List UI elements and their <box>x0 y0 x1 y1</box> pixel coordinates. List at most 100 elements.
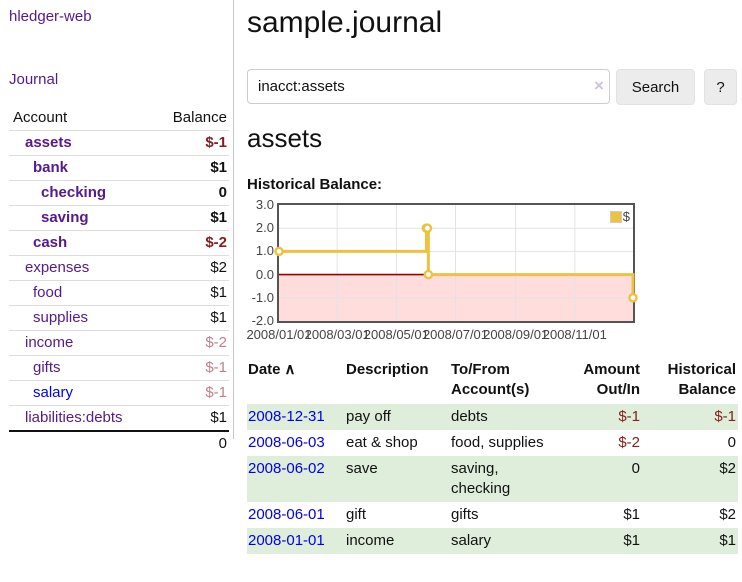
data-point[interactable] <box>628 293 638 303</box>
legend-swatch-icon <box>609 210 622 223</box>
x-axis-tick-label: 2008/11/01 <box>542 327 607 342</box>
transaction-description: gift <box>346 506 367 523</box>
y-axis-tick-label: -2.0 <box>251 313 274 328</box>
accounts-total-value: 0 <box>152 430 229 456</box>
account-balance: 0 <box>152 180 229 206</box>
transaction-date-cell: 2008-06-03 <box>247 430 345 456</box>
transaction-accounts: debts <box>450 404 562 430</box>
account-name-cell: income <box>9 330 153 356</box>
register-col-description: Description <box>346 361 429 378</box>
transaction-description: save <box>345 456 450 502</box>
account-balance: $1 <box>152 405 229 431</box>
transaction-row: 2008-06-01 gift gifts $1 $2 <box>247 502 738 528</box>
clear-search-icon[interactable]: × <box>594 76 604 95</box>
balance-step-line[interactable] <box>274 205 638 321</box>
account-link[interactable]: expenses <box>25 259 90 276</box>
account-balance: $2 <box>152 255 229 281</box>
register-col-amount: Amount Out/In <box>583 361 640 398</box>
account-link[interactable]: checking <box>41 184 107 201</box>
account-name-cell: liabilities:debts <box>9 405 153 431</box>
account-row: saving $1 <box>9 205 229 231</box>
account-link[interactable]: bank <box>33 159 69 176</box>
transaction-balance: $2 <box>642 456 738 502</box>
account-name-cell: expenses <box>9 255 153 281</box>
account-name-cell: supplies <box>9 305 153 331</box>
register-table: Date ∧ Description To/From Account(s) Amo… <box>247 358 738 554</box>
transaction-balance: $1 <box>642 528 738 554</box>
transaction-date-link[interactable]: 2008-12-31 <box>248 408 325 425</box>
transaction-date-cell: 2008-12-31 <box>247 404 345 430</box>
transaction-date-link[interactable]: 2008-01-01 <box>248 532 325 549</box>
transaction-description: income <box>345 528 450 554</box>
account-row: bank $1 <box>9 155 229 181</box>
account-link[interactable]: salary <box>33 384 74 401</box>
transaction-accounts: saving, checking <box>450 456 562 502</box>
account-row: supplies $1 <box>9 305 229 331</box>
transaction-date-link[interactable]: 2008-06-01 <box>248 506 325 523</box>
transaction-amount: $1 <box>562 528 642 554</box>
account-link[interactable]: income <box>25 334 74 351</box>
transaction-balance: $2 <box>719 506 736 523</box>
account-link[interactable]: saving <box>41 209 89 226</box>
account-name-cell: saving <box>9 205 153 231</box>
transaction-row: 2008-06-02 save saving, checking 0 $2 <box>247 456 738 502</box>
account-balance: $1 <box>152 205 229 231</box>
transaction-row: 2008-12-31 pay off debts $-1 $-1 <box>247 404 738 430</box>
data-point[interactable] <box>274 246 284 257</box>
account-row: expenses $2 <box>9 255 229 281</box>
account-name-cell: cash <box>9 230 153 256</box>
transaction-accounts: gifts <box>451 506 479 523</box>
transaction-row: 2008-01-01 income salary $1 $1 <box>247 528 738 554</box>
account-link[interactable]: liabilities:debts <box>25 409 123 426</box>
x-axis-tick-label: 2008/09/01 <box>483 327 549 342</box>
page-title: sample.journal <box>247 6 443 39</box>
x-axis-tick-label: 2008/01/01 <box>246 327 312 342</box>
x-axis-tick-label: 2008/05/01 <box>363 327 429 342</box>
transaction-balance: $-1 <box>642 404 738 430</box>
transaction-date-cell: 2008-01-01 <box>247 528 345 554</box>
transaction-row: 2008-06-03 eat & shop food, supplies $-2 0 <box>247 430 738 456</box>
account-name-cell: bank <box>9 155 153 181</box>
y-axis-tick-label: -1.0 <box>251 289 274 305</box>
search-button[interactable]: Search <box>616 69 695 105</box>
account-row: assets $-1 <box>9 130 229 156</box>
data-point[interactable] <box>422 223 433 234</box>
sort-ascending-icon: ∧ <box>284 361 296 378</box>
transaction-date-cell: 2008-06-01 <box>247 502 345 528</box>
transaction-description: eat & shop <box>346 434 418 451</box>
x-axis-tick-label: 2008/03/01 <box>304 327 370 342</box>
transaction-date-link[interactable]: 2008-06-02 <box>248 460 325 477</box>
account-name-cell: assets <box>9 130 153 156</box>
register-col-date: Date ∧ <box>248 361 296 378</box>
account-link[interactable]: food <box>33 284 63 301</box>
sidebar-divider <box>233 0 234 439</box>
account-row: salary $-1 <box>9 380 229 406</box>
accounts-total-row: 0 <box>9 430 229 456</box>
account-link[interactable]: gifts <box>33 359 61 376</box>
transaction-amount: $-2 <box>618 434 640 451</box>
account-link[interactable]: cash <box>33 234 68 251</box>
transaction-balance: 0 <box>727 434 736 451</box>
account-link[interactable]: supplies <box>33 309 89 326</box>
transaction-date-link[interactable]: 2008-06-03 <box>248 434 325 451</box>
help-button[interactable]: ? <box>704 69 737 105</box>
account-balance: $1 <box>152 280 229 306</box>
account-name-cell: salary <box>9 380 153 406</box>
account-balance: $1 <box>152 155 229 181</box>
accounts-col-account: Account <box>13 109 68 126</box>
account-name-cell: checking <box>9 180 153 206</box>
account-heading: assets <box>247 123 323 153</box>
account-balance: $-2 <box>152 330 229 356</box>
account-row: food $1 <box>9 280 229 306</box>
search-input[interactable] <box>247 69 610 104</box>
y-axis-tick-label: 3.0 <box>255 197 274 212</box>
sidebar-item-journal[interactable]: Journal <box>9 71 59 88</box>
brand-link[interactable]: hledger-web <box>9 8 92 25</box>
register-header-row: Date ∧ Description To/From Account(s) Amo… <box>247 358 738 404</box>
chart-plot-area[interactable]: $ <box>274 203 638 323</box>
account-balance: $1 <box>152 305 229 331</box>
data-point[interactable] <box>423 269 434 280</box>
y-axis-tick-label: 0.0 <box>255 266 274 282</box>
account-link[interactable]: assets <box>25 134 72 151</box>
accounts-header-row: Account Balance <box>9 106 229 131</box>
